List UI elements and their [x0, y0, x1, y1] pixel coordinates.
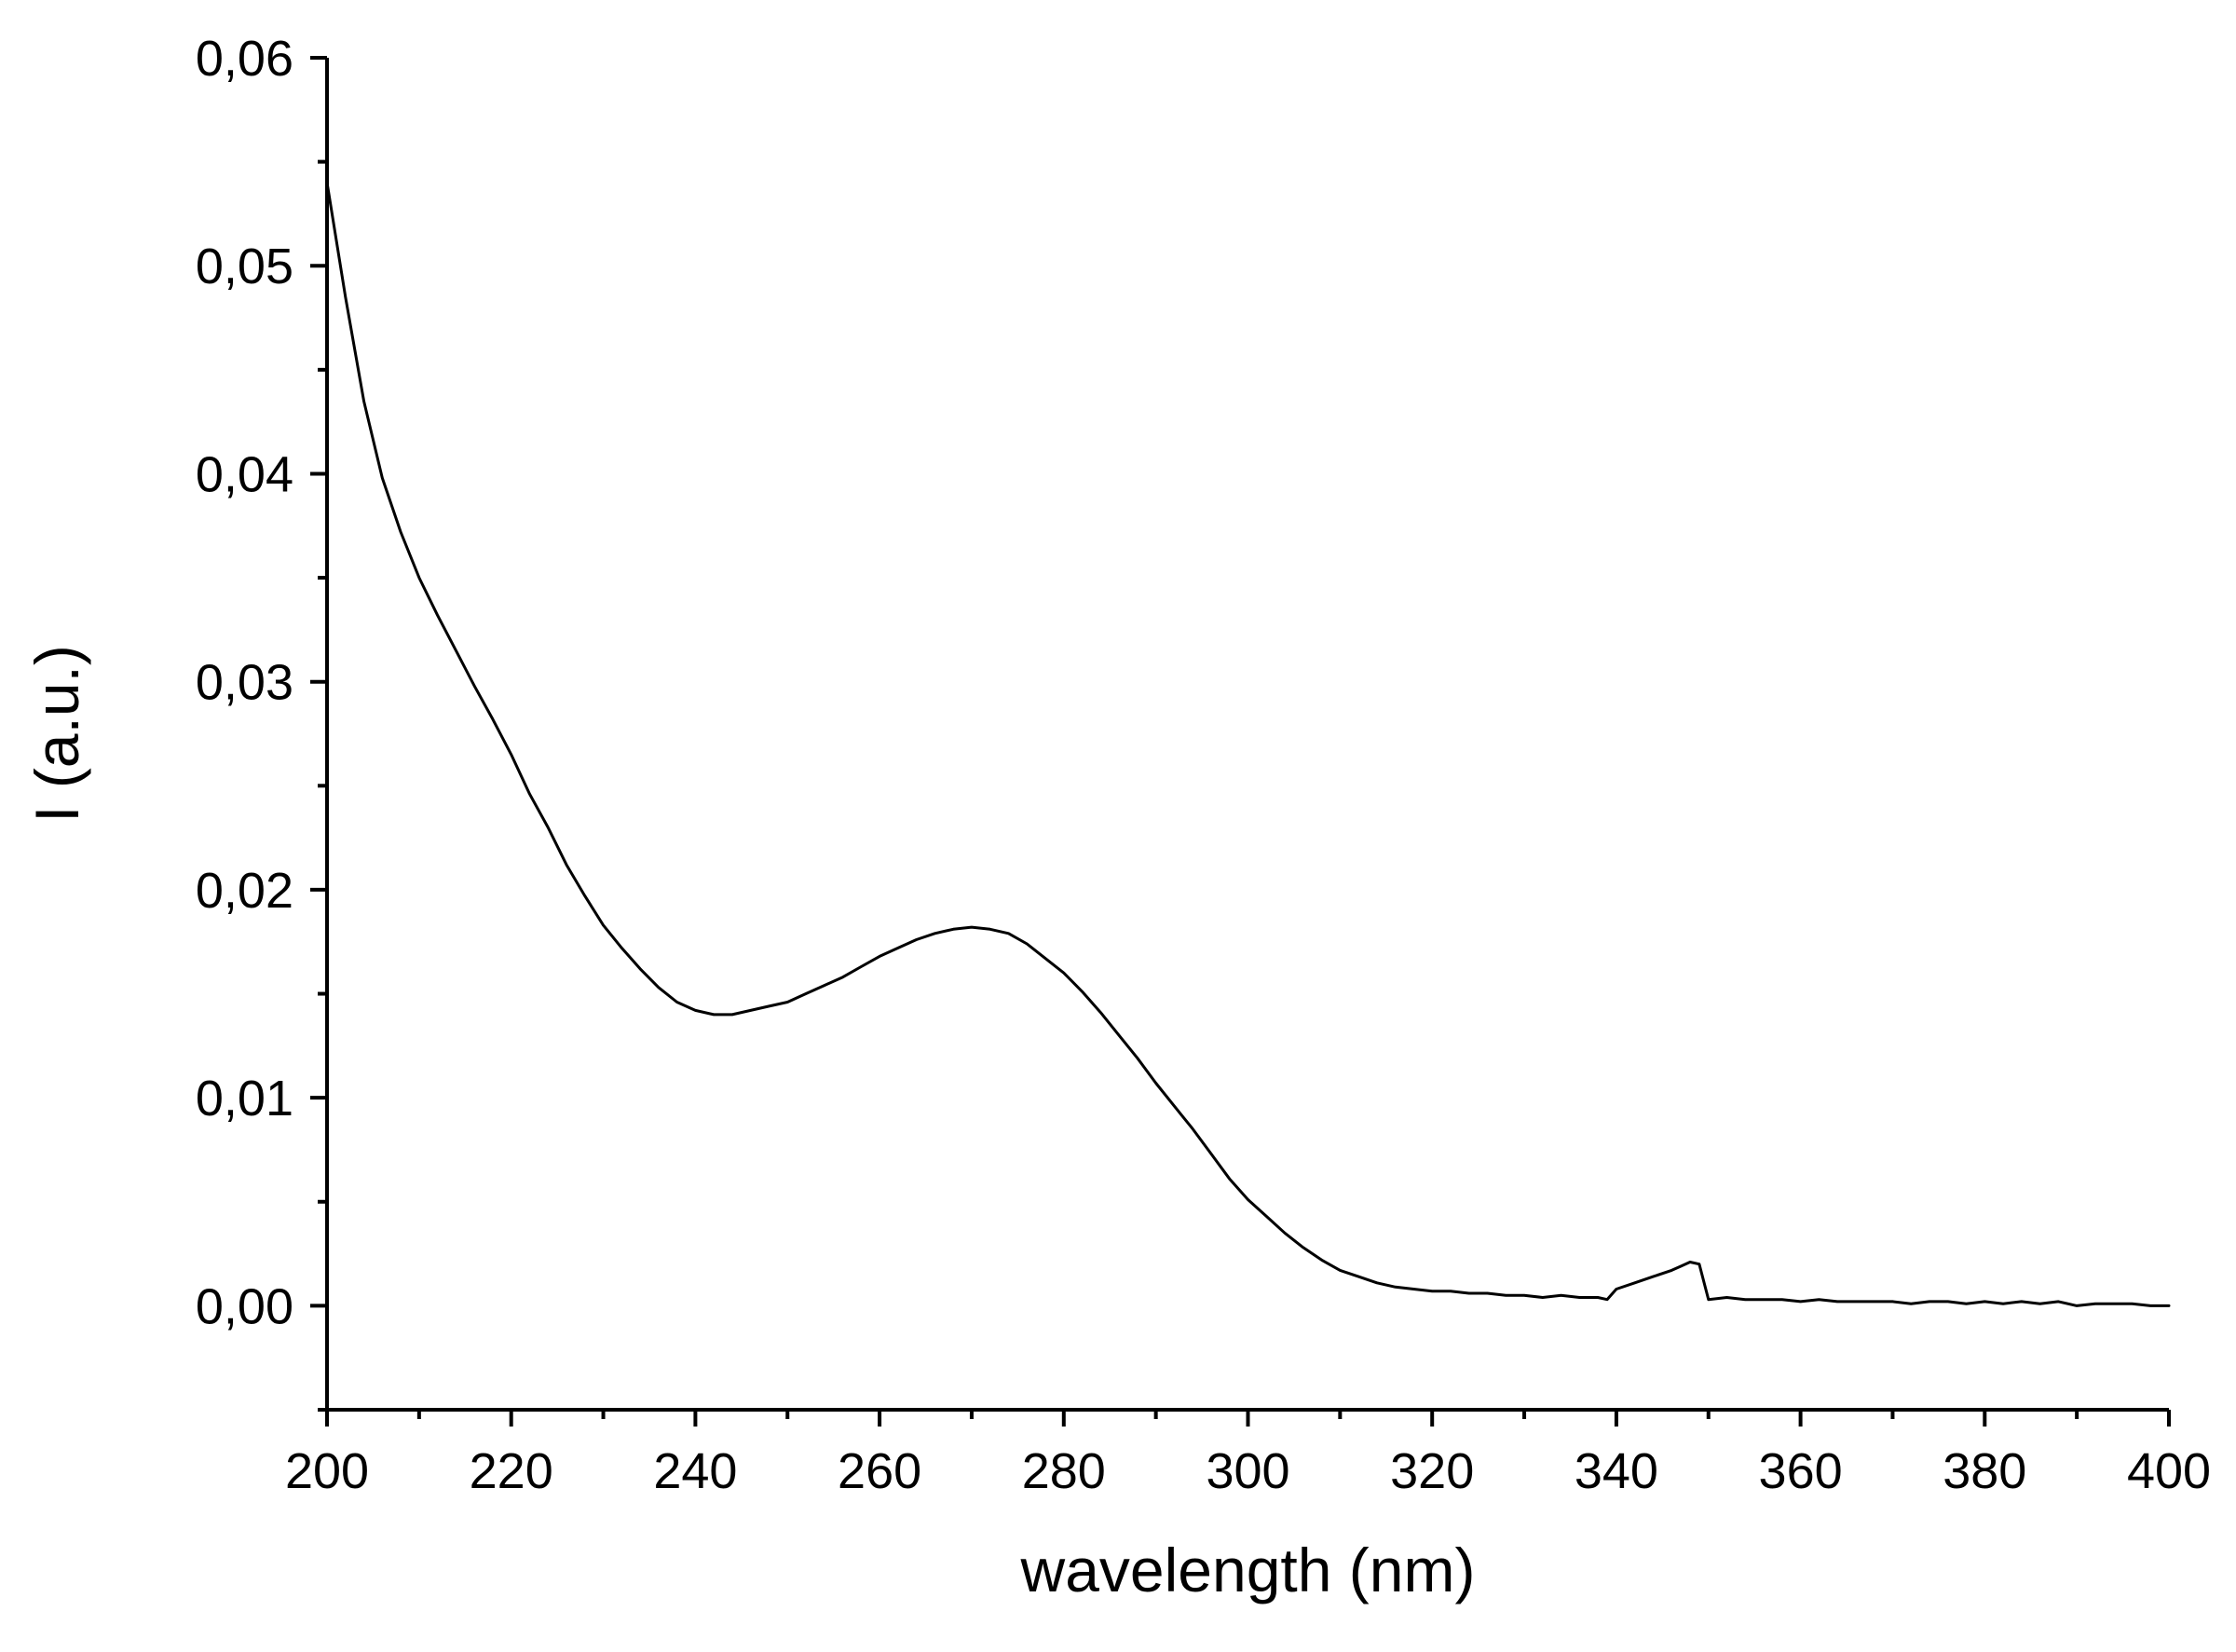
x-tick-label: 260: [838, 1443, 921, 1499]
y-axis-title: I (a.u.): [22, 645, 91, 823]
x-tick-label: 240: [653, 1443, 737, 1499]
x-tick-label: 200: [285, 1443, 369, 1499]
x-tick-label: 220: [470, 1443, 553, 1499]
y-axis: 0,00 0,01 0,02 0,03 0,04 0,05 0,06: [196, 31, 329, 1412]
y-tick-label: 0,01: [196, 1071, 293, 1126]
y-tick-label: 0,05: [196, 239, 293, 294]
x-tick-label: 380: [1943, 1443, 2026, 1499]
x-tick-label: 340: [1575, 1443, 1658, 1499]
y-tick-label: 0,02: [196, 863, 293, 919]
x-axis-title: wavelength (nm): [1020, 1536, 1476, 1604]
x-tick-label: 320: [1390, 1443, 1474, 1499]
y-tick-label: 0,00: [196, 1278, 293, 1334]
x-tick-label: 300: [1206, 1443, 1289, 1499]
x-tick-label: 360: [1759, 1443, 1843, 1499]
x-axis: 200 220 240 260 280 300 320 340 360 380 400: [285, 1408, 2211, 1499]
y-tick-label: 0,06: [196, 31, 293, 87]
y-tick-label: 0,03: [196, 655, 293, 711]
y-tick-label: 0,04: [196, 446, 293, 502]
series-line: [325, 181, 2171, 1307]
x-tick-label: 400: [2127, 1443, 2211, 1499]
x-tick-label: 280: [1022, 1443, 1106, 1499]
